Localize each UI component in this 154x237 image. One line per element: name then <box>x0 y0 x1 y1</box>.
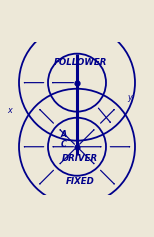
Text: C: C <box>61 140 67 149</box>
Text: A: A <box>61 130 67 139</box>
Text: DRIVER: DRIVER <box>62 155 98 164</box>
Text: x: x <box>7 106 11 115</box>
Text: FIXED: FIXED <box>66 177 94 186</box>
Text: FOLLOWER: FOLLOWER <box>53 58 107 67</box>
Text: y: y <box>127 93 132 102</box>
